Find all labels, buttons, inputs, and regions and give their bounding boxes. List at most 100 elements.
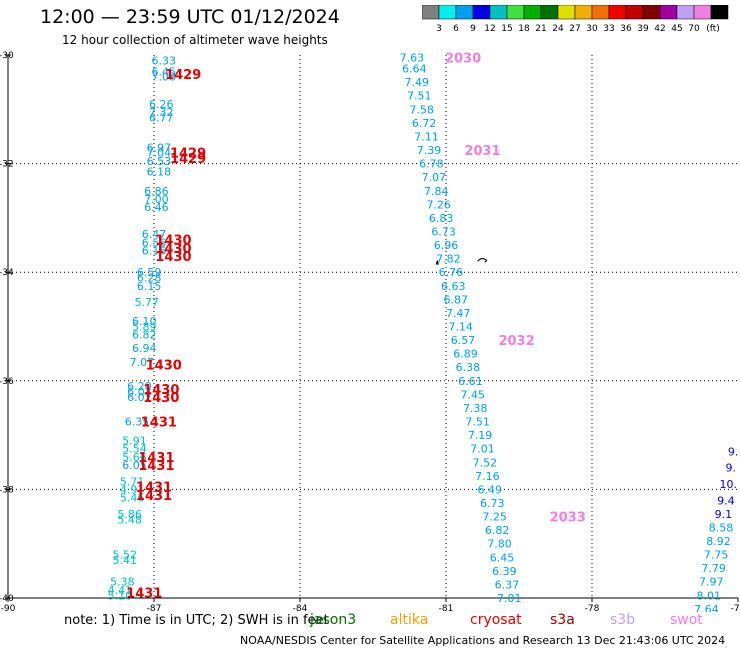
- time-label: 1431: [138, 459, 174, 474]
- wave-height-label: 7.97: [699, 576, 724, 589]
- colorbar-tick-label: 21: [535, 24, 546, 34]
- wave-height-label: 7.47: [446, 307, 471, 320]
- x-tick-label: -87: [147, 604, 162, 612]
- wave-height-label: 5.77: [134, 296, 159, 309]
- wave-height-label: 7.32: [149, 106, 174, 119]
- satellite-jason3: jason3: [310, 612, 357, 628]
- wave-height-label: 6.73: [480, 497, 505, 510]
- wave-height-label: 6.45: [490, 551, 515, 564]
- wave-height-label: 7.75: [704, 549, 729, 562]
- chart-title: 12:00 — 23:59 UTC 01/12/2024: [40, 6, 340, 28]
- colorbar-tick-label: 12: [484, 24, 495, 34]
- wave-height-plot: -90 -87 -84 -81 -78 -75 -30 -32 -34 -36 -38 -40 6.33…: [0, 51, 740, 612]
- wave-height-label: 6.49: [478, 483, 503, 496]
- wave-height-label: 5.86: [117, 508, 142, 521]
- satellite-swot: swot: [670, 612, 703, 628]
- wave-height-label: 7.84: [424, 185, 449, 198]
- wave-height-label: 6.02: [127, 391, 152, 404]
- colorbar-tick-label: 39: [637, 24, 649, 34]
- wave-height-label: 6.82: [485, 524, 510, 537]
- wave-height-label: 6.33: [151, 54, 176, 67]
- chart-subtitle: 12 hour collection of altimeter wave hei…: [62, 33, 328, 47]
- y-tick-label: -36: [0, 377, 14, 387]
- x-tick-label: -84: [293, 604, 308, 612]
- wave-height-label: 7.64: [694, 603, 719, 612]
- wave-height-label: 8.01: [697, 589, 722, 602]
- y-tick-label: -40: [0, 594, 14, 604]
- wave-height-label: 5.89: [132, 321, 157, 334]
- time-label: 1431: [126, 587, 162, 602]
- wave-height-label: 6.97: [147, 141, 172, 154]
- wave-height-label: 6.45: [151, 65, 176, 78]
- wave-height-label: 7.07: [422, 171, 447, 184]
- wave-height-label: 7.08: [151, 71, 176, 84]
- wave-height-label: 7.01: [497, 592, 522, 605]
- wave-height-label: 7.11: [414, 130, 439, 143]
- wave-height-label: 6.47: [142, 228, 167, 241]
- wave-height-label: 9.: [728, 445, 739, 458]
- wave-height-label: 6.57: [451, 334, 476, 347]
- wave-height-label: 6.78: [419, 158, 444, 171]
- colorbar-tick-label: 45: [671, 24, 682, 34]
- wave-height-label: 5.10: [108, 589, 133, 602]
- wave-height-label: 9.4: [717, 494, 735, 507]
- time-label: 1430: [155, 250, 191, 265]
- credit-line: NOAA/NESDIS Center for Satellite Applica…: [240, 634, 726, 647]
- wave-height-label: 7.51: [407, 90, 432, 103]
- wave-height-label: 5.91: [122, 435, 147, 448]
- wave-height-label: 9.1: [715, 508, 733, 521]
- time-label: 1430: [143, 383, 179, 398]
- wave-height-label: 7.19: [468, 429, 493, 442]
- wave-height-label: 6.59: [137, 266, 162, 279]
- time-label: 1431: [136, 489, 172, 504]
- wave-height-label: 6.96: [434, 239, 459, 252]
- time-label: 1431: [136, 481, 172, 496]
- wave-height-label: 5.66: [122, 451, 147, 464]
- time-label: 2033: [550, 511, 586, 526]
- wave-height-label: 4.91: [120, 483, 145, 496]
- colorbar-tick-label: 36: [620, 24, 632, 34]
- island-outline: [435, 259, 439, 265]
- time-label: 1430: [146, 359, 182, 374]
- satellite-s3b: s3b: [610, 612, 636, 628]
- colorbar-tick-label: 30: [586, 24, 598, 34]
- time-label: 1431: [138, 451, 174, 466]
- wave-height-label: 7.04: [147, 147, 172, 160]
- x-tick-label: -90: [1, 604, 16, 612]
- wave-height-label: 6.35: [125, 416, 150, 429]
- wave-height-label: 6.76: [439, 266, 464, 279]
- time-label: 1429: [170, 147, 206, 162]
- time-label: 2030: [445, 52, 481, 67]
- wave-height-label: 7.52: [473, 456, 498, 469]
- wave-height-label: 7.16: [475, 470, 500, 483]
- time-label: 1429: [170, 152, 206, 167]
- satellite-s3a: s3a: [550, 612, 575, 628]
- time-label: 1430: [155, 242, 191, 257]
- wave-height-label: 6.05: [122, 459, 147, 472]
- wave-height-label: 7.26: [426, 198, 451, 211]
- wave-height-label: 6.94: [132, 342, 157, 355]
- wave-height-label: 6.20: [127, 380, 152, 393]
- wave-height-label: 5.52: [113, 549, 138, 562]
- wave-height-label: 7.58: [409, 103, 434, 116]
- wave-height-label: 7.79: [701, 562, 726, 575]
- wave-height-label: 5.54: [122, 443, 147, 456]
- colorbar-tick-label: 27: [569, 24, 580, 34]
- wave-height-label: 6.18: [147, 166, 172, 179]
- x-tick-label: -75: [731, 604, 740, 612]
- colorbar-tick-label: 9: [470, 24, 476, 34]
- wave-height-label: 7.82: [436, 253, 461, 266]
- wave-height-label: 6.83: [429, 212, 454, 225]
- wave-height-label: 7.49: [405, 76, 430, 89]
- satellite-cryosat: cryosat: [470, 612, 522, 628]
- wave-height-label: 4.41: [108, 584, 133, 597]
- footnote: note: 1) Time is in UTC; 2) SWH is in fe…: [64, 613, 329, 628]
- wave-height-label: 7.39: [417, 144, 442, 157]
- wave-height-label: 6.39: [492, 565, 517, 578]
- colorbar-swatch: [710, 5, 729, 20]
- wave-height-label: 7.38: [463, 402, 488, 415]
- wave-height-label: 5.48: [117, 513, 142, 526]
- wave-height-label: 7.14: [448, 321, 473, 334]
- colorbar-tick-label: 70: [688, 24, 700, 34]
- wave-height-label: 7.00: [144, 193, 169, 206]
